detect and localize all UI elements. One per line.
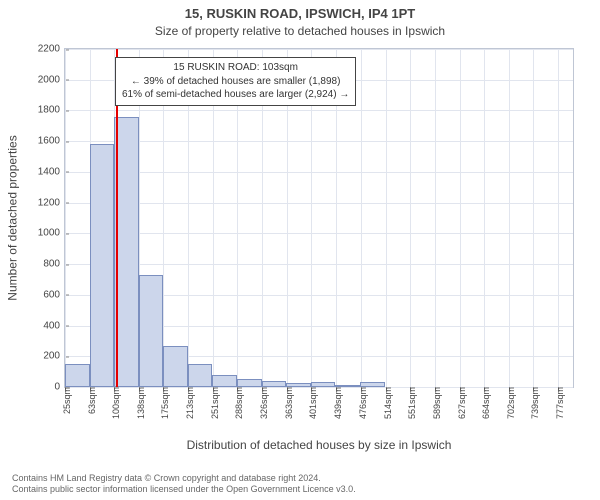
x-tick-label: 476sqm: [354, 387, 368, 419]
x-tick-label: 664sqm: [477, 387, 491, 419]
y-tick-label: 600: [43, 289, 65, 300]
x-tick-label: 175sqm: [156, 387, 170, 419]
gridline-vertical: [410, 49, 411, 387]
histogram-bar: [311, 382, 336, 387]
gridline-vertical: [558, 49, 559, 387]
y-tick-label: 200: [43, 351, 65, 362]
gridline-horizontal: [65, 172, 573, 173]
annotation-line: ← 39% of detached houses are smaller (1,…: [122, 75, 349, 89]
annotation-line: 61% of semi-detached houses are larger (…: [122, 88, 349, 102]
histogram-bar: [212, 375, 237, 387]
histogram-bar: [65, 364, 90, 387]
x-tick-label: 25sqm: [58, 387, 72, 414]
gridline-vertical: [65, 49, 66, 387]
chart-title: 15, RUSKIN ROAD, IPSWICH, IP4 1PT: [0, 0, 600, 21]
y-tick-label: 2200: [38, 44, 65, 55]
x-tick-label: 777sqm: [551, 387, 565, 419]
y-tick-label: 2000: [38, 74, 65, 85]
x-tick-label: 326sqm: [255, 387, 269, 419]
histogram-bar: [335, 385, 360, 387]
histogram-bar: [139, 275, 164, 387]
footer-line-1: Contains HM Land Registry data © Crown c…: [12, 473, 356, 485]
y-tick-label: 1200: [38, 197, 65, 208]
x-tick-label: 514sqm: [379, 387, 393, 419]
gridline-vertical: [533, 49, 534, 387]
footer-text: Contains HM Land Registry data © Crown c…: [12, 473, 356, 496]
gridline-horizontal: [65, 233, 573, 234]
x-tick-label: 739sqm: [526, 387, 540, 419]
gridline-horizontal: [65, 110, 573, 111]
gridline-vertical: [460, 49, 461, 387]
gridline-vertical: [386, 49, 387, 387]
gridline-vertical: [435, 49, 436, 387]
gridline-vertical: [509, 49, 510, 387]
y-tick-label: 1600: [38, 136, 65, 147]
x-tick-label: 702sqm: [502, 387, 516, 419]
x-tick-label: 363sqm: [280, 387, 294, 419]
gridline-vertical: [361, 49, 362, 387]
chart-container: 15, RUSKIN ROAD, IPSWICH, IP4 1PT Size o…: [0, 0, 600, 500]
y-tick-label: 1000: [38, 228, 65, 239]
chart-subtitle: Size of property relative to detached ho…: [0, 21, 600, 41]
x-tick-label: 589sqm: [428, 387, 442, 419]
x-tick-label: 100sqm: [107, 387, 121, 419]
gridline-horizontal: [65, 264, 573, 265]
y-tick-label: 800: [43, 259, 65, 270]
x-tick-label: 213sqm: [181, 387, 195, 419]
x-tick-label: 251sqm: [206, 387, 220, 419]
y-tick-label: 1800: [38, 105, 65, 116]
footer-line-2: Contains public sector information licen…: [12, 484, 356, 496]
gridline-vertical: [484, 49, 485, 387]
annotation-box: 15 RUSKIN ROAD: 103sqm← 39% of detached …: [115, 57, 356, 106]
gridline-horizontal: [65, 203, 573, 204]
histogram-bar: [188, 364, 213, 387]
histogram-bar: [262, 381, 287, 387]
x-tick-label: 63sqm: [83, 387, 97, 414]
x-tick-label: 138sqm: [132, 387, 146, 419]
y-tick-label: 400: [43, 320, 65, 331]
gridline-horizontal: [65, 49, 573, 50]
x-tick-label: 288sqm: [230, 387, 244, 419]
histogram-bar: [237, 379, 262, 387]
x-tick-label: 401sqm: [304, 387, 318, 419]
x-tick-label: 439sqm: [329, 387, 343, 419]
x-tick-label: 551sqm: [403, 387, 417, 419]
y-axis-label: Number of detached properties: [6, 48, 20, 388]
histogram-bar: [90, 144, 115, 387]
annotation-line: 15 RUSKIN ROAD: 103sqm: [122, 61, 349, 75]
x-tick-label: 627sqm: [453, 387, 467, 419]
histogram-bar: [286, 383, 311, 387]
y-tick-label: 1400: [38, 166, 65, 177]
plot-area: 0200400600800100012001400160018002000220…: [64, 48, 574, 388]
histogram-bar: [163, 346, 188, 387]
gridline-horizontal: [65, 141, 573, 142]
x-axis-label: Distribution of detached houses by size …: [64, 438, 574, 452]
histogram-bar: [360, 382, 385, 387]
